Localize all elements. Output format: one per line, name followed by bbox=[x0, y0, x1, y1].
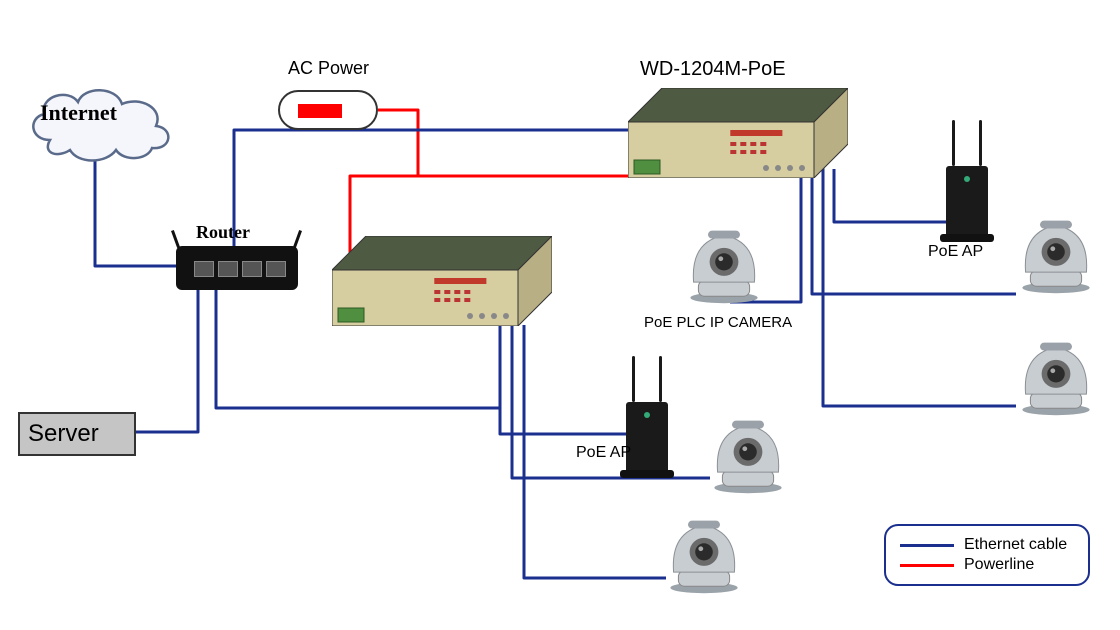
ap-base bbox=[620, 470, 674, 478]
poe-switch-top bbox=[628, 88, 848, 178]
poe-ap-right bbox=[946, 120, 1000, 238]
router-device bbox=[176, 246, 298, 290]
ap-led bbox=[964, 176, 970, 182]
router-antenna bbox=[171, 230, 180, 248]
router-port bbox=[194, 261, 214, 277]
poe-ap-left-label: PoE AP bbox=[576, 444, 631, 462]
ap-base bbox=[940, 234, 994, 242]
ip-camera bbox=[664, 516, 744, 594]
legend-label: Ethernet cable bbox=[964, 536, 1067, 554]
router-antenna bbox=[293, 230, 302, 248]
legend-box: Ethernet cable Powerline bbox=[884, 524, 1090, 586]
router-label: Router bbox=[196, 222, 250, 243]
internet-label: Internet bbox=[40, 100, 117, 126]
router-port bbox=[218, 261, 238, 277]
server-box: Server bbox=[18, 412, 136, 456]
legend-row: Ethernet cable bbox=[900, 536, 1074, 554]
ap-antenna bbox=[659, 356, 662, 402]
diagram-stage: Internet Router AC Power WD-1204M-PoE bbox=[0, 0, 1120, 630]
ip-camera bbox=[708, 416, 788, 494]
router-port bbox=[266, 261, 286, 277]
legend-row: Powerline bbox=[900, 556, 1074, 574]
ac-power-plug bbox=[298, 104, 342, 118]
ap-antenna bbox=[952, 120, 955, 166]
ap-led bbox=[644, 412, 650, 418]
legend-swatch bbox=[900, 564, 954, 567]
plc-camera-label: PoE PLC IP CAMERA bbox=[644, 314, 792, 331]
switch-model-label: WD-1204M-PoE bbox=[640, 58, 786, 81]
poe-ap-right-label: PoE AP bbox=[928, 243, 983, 261]
ip-camera bbox=[684, 226, 764, 304]
poe-switch-bottom bbox=[332, 236, 552, 326]
legend-swatch bbox=[900, 544, 954, 547]
poe-ap-left bbox=[626, 356, 680, 474]
ac-power-label: AC Power bbox=[288, 58, 369, 79]
ac-power-outlet bbox=[278, 90, 378, 130]
server-label: Server bbox=[28, 420, 99, 448]
router-port bbox=[242, 261, 262, 277]
ap-antenna bbox=[632, 356, 635, 402]
ip-camera bbox=[1016, 338, 1096, 416]
ap-antenna bbox=[979, 120, 982, 166]
legend-label: Powerline bbox=[964, 556, 1034, 574]
ip-camera bbox=[1016, 216, 1096, 294]
